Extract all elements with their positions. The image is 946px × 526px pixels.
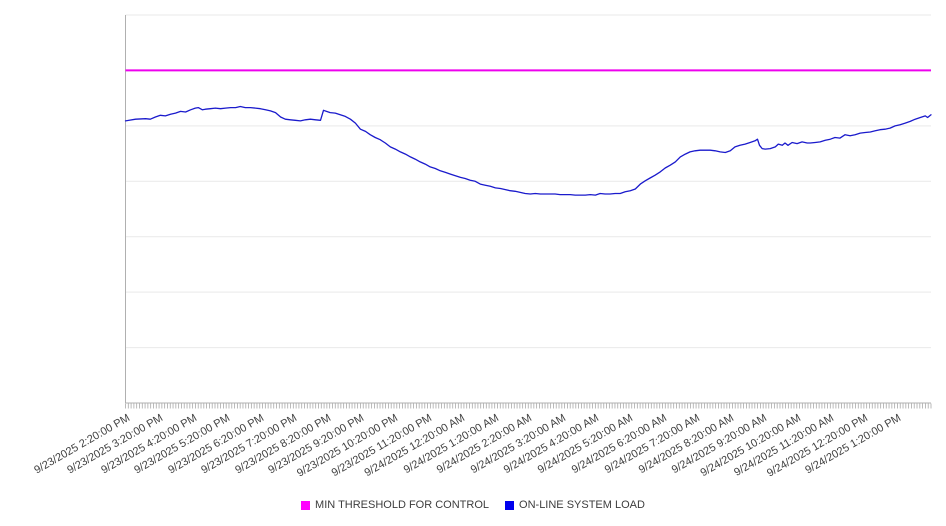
online-system-load-line	[124, 105, 932, 196]
legend-item-online-system-load: ON-LINE SYSTEM LOAD	[505, 499, 645, 511]
legend-label-online-system-load: ON-LINE SYSTEM LOAD	[519, 499, 645, 511]
legend: MIN THRESHOLD FOR CONTROL ON-LINE SYSTEM…	[0, 499, 946, 511]
legend-item-min-threshold: MIN THRESHOLD FOR CONTROL	[301, 499, 489, 511]
legend-swatch-min-threshold-icon	[301, 500, 311, 510]
legend-swatch-online-system-load-icon	[505, 500, 515, 510]
legend-label-min-threshold: MIN THRESHOLD FOR CONTROL	[315, 499, 490, 511]
